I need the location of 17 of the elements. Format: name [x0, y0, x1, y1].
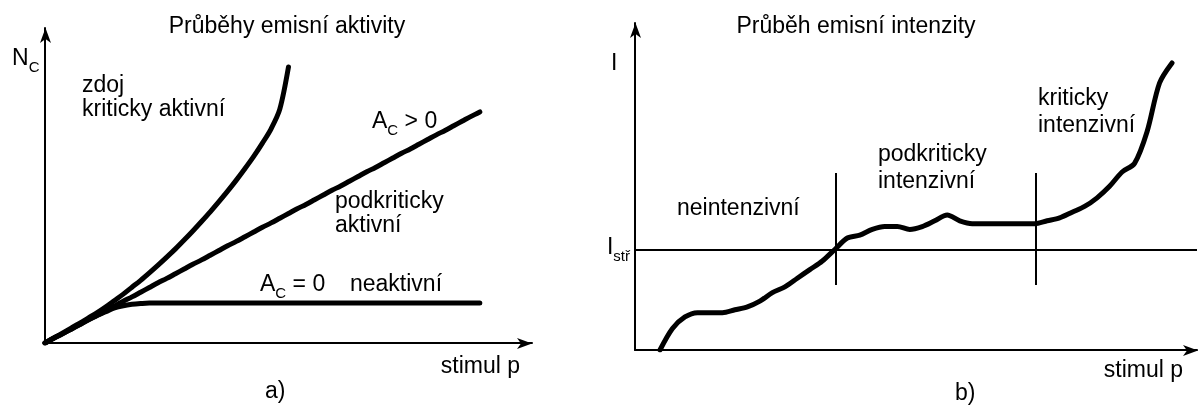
- annotation: neintenzivní: [677, 194, 801, 220]
- y-axis-title: I: [611, 49, 618, 75]
- annotation: podkriticky intenzivní: [878, 140, 988, 193]
- series-label: zdoj kriticky aktivní: [82, 71, 226, 121]
- chart-title: Průběh emisní intenzity: [736, 12, 977, 38]
- text: a): [265, 377, 286, 403]
- y-axis-title: N$_{C}$: [12, 44, 40, 75]
- series-label: neaktivní: [350, 270, 443, 296]
- text: b): [955, 379, 976, 405]
- annotation: kriticky intenzivní: [1038, 84, 1136, 137]
- chart-title: Průběhy emisní aktivity: [168, 12, 406, 38]
- x-axis-title: stimul p: [1103, 356, 1183, 382]
- ref-line-label: I$_{stř}$: [606, 232, 631, 264]
- series-label: podkriticky aktivní: [335, 187, 445, 237]
- annotation: A$_{C}$ > 0: [372, 107, 438, 138]
- annotation: A$_{C}$ = 0: [260, 270, 326, 301]
- x-axis-title: stimul p: [440, 352, 520, 378]
